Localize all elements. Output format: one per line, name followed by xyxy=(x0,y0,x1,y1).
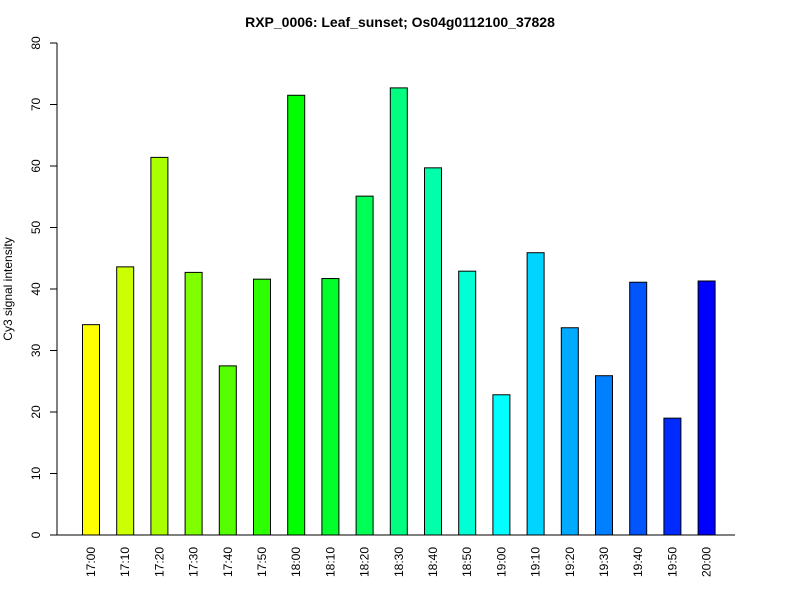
bars xyxy=(82,87,716,536)
y-tick-label: 70 xyxy=(29,98,43,112)
x-tick-label: 19:40 xyxy=(631,547,645,577)
bar xyxy=(389,87,408,536)
bar xyxy=(150,156,169,536)
x-tick-label: 19:50 xyxy=(665,547,679,577)
bar xyxy=(560,327,579,536)
x-tick-label: 18:30 xyxy=(392,547,406,577)
x-tick-label: 17:10 xyxy=(118,547,132,577)
x-tick-label: 18:20 xyxy=(358,547,372,577)
x-tick-label: 17:50 xyxy=(255,547,269,577)
y-tick-label: 10 xyxy=(29,467,43,481)
bar xyxy=(526,252,545,536)
y-axis-label: Cy3 signal intensity xyxy=(1,237,15,340)
x-tick-label: 19:20 xyxy=(563,547,577,577)
x-tick-label: 19:30 xyxy=(597,547,611,577)
bar xyxy=(184,271,203,536)
bar xyxy=(355,195,374,536)
bar xyxy=(321,278,340,536)
x-tick-label: 17:30 xyxy=(187,547,201,577)
y-tick-label: 30 xyxy=(29,344,43,358)
x-tick-label: 18:40 xyxy=(426,547,440,577)
x-tick-label: 20:00 xyxy=(700,547,714,577)
y-tick-label: 50 xyxy=(29,221,43,235)
bar xyxy=(458,270,477,536)
x-axis: 17:00 17:10 17:20 17:30 17:40 17:50 18:00 18:10… xyxy=(57,534,735,577)
y-axis: 0 10 20 30 40 50 60 70 80 xyxy=(29,36,58,538)
y-tick-label: 20 xyxy=(29,405,43,419)
y-tick-label: 40 xyxy=(29,282,43,296)
x-tick-label: 17:20 xyxy=(152,547,166,577)
bar xyxy=(663,417,682,536)
bar xyxy=(595,375,613,536)
x-tick-label: 17:40 xyxy=(221,547,235,577)
y-tick-label: 60 xyxy=(29,159,43,173)
bar xyxy=(253,278,271,536)
bar xyxy=(424,167,442,536)
x-tick-label: 18:50 xyxy=(460,547,474,577)
y-tick-label: 0 xyxy=(29,531,43,538)
chart-title: RXP_0006: Leaf_sunset; Os04g0112100_3782… xyxy=(245,14,555,30)
x-tick-label: 18:00 xyxy=(289,547,303,577)
bar xyxy=(287,94,306,536)
bar xyxy=(492,394,511,536)
bar xyxy=(82,324,100,536)
y-tick-label: 80 xyxy=(29,36,43,50)
x-tick-label: 17:00 xyxy=(84,547,98,577)
bar xyxy=(697,280,716,536)
bar xyxy=(218,365,237,536)
x-tick-label: 19:00 xyxy=(494,547,508,577)
bar xyxy=(116,266,135,536)
x-tick-label: 19:10 xyxy=(529,547,543,577)
bar xyxy=(629,281,648,536)
x-tick-label: 18:10 xyxy=(323,547,337,577)
